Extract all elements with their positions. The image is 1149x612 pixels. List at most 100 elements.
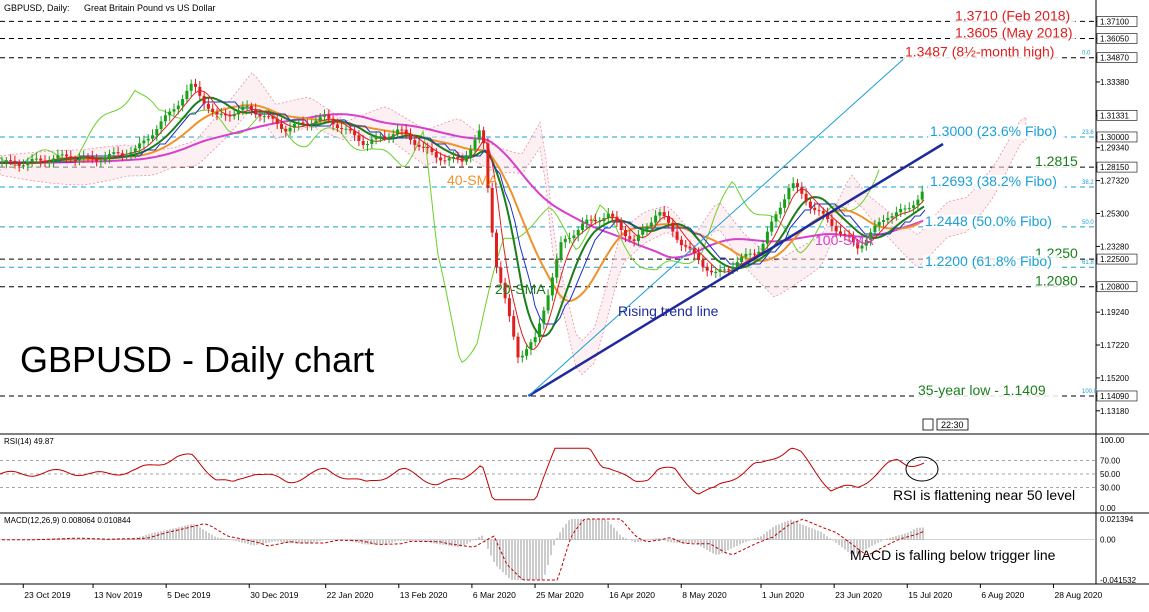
price-tick-label: 1.20800: [1100, 283, 1129, 292]
candle-body: [800, 187, 804, 194]
candle-body: [30, 158, 34, 162]
candle-body: [636, 234, 640, 241]
candle-body: [753, 253, 756, 255]
rising-trend-line: [527, 142, 944, 398]
candle-body: [770, 221, 774, 232]
price-tick-box: [1096, 52, 1138, 63]
candle-body: [864, 239, 868, 246]
candle-body: [413, 140, 417, 145]
candle-body: [619, 222, 623, 231]
price-axis: 1.37100 1.36050 1.34870 1.33380 1.31331 1.300…: [1096, 16, 1138, 416]
candle-body: [572, 235, 576, 239]
candle-body: [585, 219, 589, 224]
candle-body: [482, 130, 486, 144]
candle-body: [671, 222, 675, 232]
candle-body: [658, 212, 662, 216]
rsi-tick-label: 70.00: [1100, 456, 1121, 465]
candle-body: [796, 183, 799, 188]
candle-body: [417, 144, 421, 147]
candle-body: [228, 115, 232, 117]
candle-body: [189, 83, 193, 91]
rsi-highlight-circle: [905, 456, 939, 482]
macd-tick-label: 0.021394: [1100, 515, 1134, 524]
candle-body: [843, 233, 847, 235]
price-tick-box: [1096, 281, 1138, 293]
price-tick-label: 1.13180: [1100, 407, 1129, 416]
candle-body: [129, 152, 133, 156]
candle-body: [95, 159, 99, 162]
candle-body: [146, 138, 150, 141]
candle-body: [624, 230, 627, 237]
level-label: 1.2080: [1035, 273, 1078, 289]
candle-body: [34, 158, 38, 160]
candle-body: [555, 258, 559, 278]
candle-body: [172, 109, 176, 112]
time-tick-label: 5 Dec 2019: [167, 590, 211, 600]
macd-label: MACD(12,26,9) 0.008064 0.010844: [4, 516, 131, 525]
candle-body: [224, 113, 228, 116]
price-tick-box: [1096, 390, 1138, 402]
candle-body: [26, 161, 30, 166]
macd-annotation: MACD is falling below trigger line: [850, 547, 1056, 563]
candle-body: [151, 135, 154, 139]
candle-body: [546, 295, 550, 311]
candle-body: [675, 231, 679, 240]
candle-body: [297, 122, 301, 124]
candle-body: [873, 225, 877, 233]
trend-line-label: Rising trend line: [618, 303, 719, 319]
candle-body: [310, 124, 314, 126]
candle-body: [90, 156, 94, 160]
candle-body: [860, 245, 864, 249]
candle-body: [52, 158, 56, 162]
time-box[interactable]: 22:30: [922, 418, 969, 431]
candle-body: [314, 120, 318, 125]
candle-body: [340, 128, 344, 130]
fibo-tag-label: 0.0: [1082, 51, 1091, 57]
candle-body: [142, 140, 146, 144]
candle-body: [821, 211, 825, 214]
level-label: 1.2200 (61.8% Fibo): [925, 253, 1052, 269]
time-tick-label: 16 Apr 2020: [609, 590, 655, 600]
candle-body: [516, 336, 520, 358]
chart-symbol-subtitle: Great Britain Pound vs US Dollar: [84, 3, 216, 13]
level-label-bg: [903, 45, 1062, 60]
candle-body: [452, 156, 455, 159]
level-label-bg: [1033, 274, 1077, 289]
candle-body: [757, 251, 761, 254]
price-tick-box: [1096, 33, 1138, 44]
candle-body: [598, 221, 602, 223]
level-label-bg: [953, 26, 1076, 41]
level-labels: 1.3710 (Feb 2018)1.3605 (May 2018) 1.3487…: [903, 7, 1098, 398]
fibo-tag-label: 50.0: [1082, 220, 1094, 226]
candle-body: [335, 124, 339, 129]
trend-lines: [527, 57, 944, 398]
candle-body: [163, 115, 167, 122]
sma40-line: [0, 104, 921, 303]
candle-body: [378, 136, 382, 138]
candle-body: [477, 130, 481, 140]
candle-body: [181, 99, 185, 106]
candle-body: [237, 110, 240, 115]
candle-body: [632, 239, 636, 241]
price-tick-label: 1.14090: [1100, 392, 1129, 401]
candle-body: [606, 213, 610, 219]
candle-body: [120, 153, 124, 156]
candle-body: [99, 160, 103, 162]
candle-body: [886, 217, 890, 221]
candle-body: [787, 187, 791, 200]
sma100-label: 100-SMA: [815, 232, 874, 248]
price-tick-label: 1.29340: [1100, 144, 1129, 153]
candle-body: [112, 152, 116, 154]
candle-body: [421, 146, 425, 148]
level-label: 1.2448 (50.0% Fibo): [925, 213, 1052, 229]
candle-body: [890, 216, 894, 218]
candle-body: [645, 226, 649, 230]
chikou-line: [0, 89, 880, 363]
candle-body: [856, 242, 860, 249]
rsi-tick-label: 0.00: [1100, 504, 1116, 513]
time-tick-label: 13 Nov 2019: [94, 590, 142, 600]
price-tick-label: 1.37100: [1100, 17, 1129, 26]
candle-body: [56, 155, 60, 159]
candle-body: [271, 116, 275, 119]
candle-body: [43, 160, 47, 163]
